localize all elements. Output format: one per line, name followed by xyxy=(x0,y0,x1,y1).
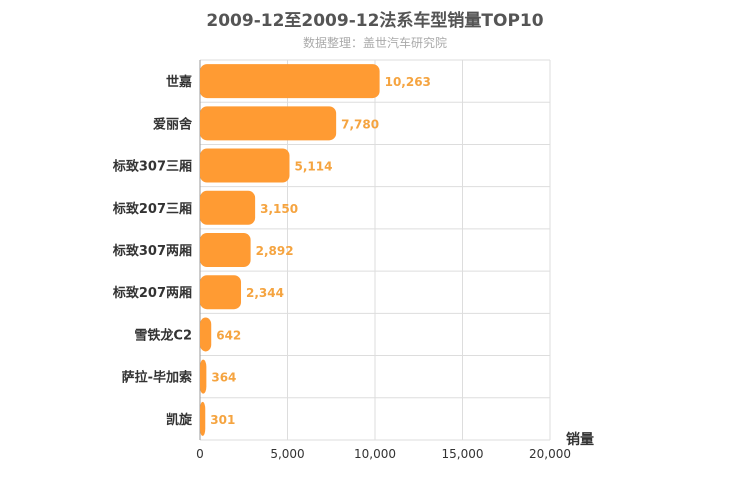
value-label: 10,263 xyxy=(385,75,431,89)
chart-subtitle: 数据整理：盖世汽车研究院 xyxy=(302,36,447,50)
value-label: 642 xyxy=(216,328,241,342)
bars xyxy=(200,64,380,436)
category-label: 标致207三厢 xyxy=(112,201,192,217)
x-tick-label: 5,000 xyxy=(270,447,304,461)
bar xyxy=(200,64,380,99)
value-label: 301 xyxy=(210,413,235,427)
bar xyxy=(200,401,206,436)
category-label: 标致307两厢 xyxy=(112,243,192,259)
x-tick-label: 20,000 xyxy=(529,447,571,461)
value-label: 3,150 xyxy=(260,202,298,216)
chart-title: 2009-12至2009-12法系车型销量TOP10 xyxy=(206,11,544,31)
value-label: 2,344 xyxy=(246,286,284,300)
bar xyxy=(200,275,242,310)
value-label: 2,892 xyxy=(256,244,294,258)
value-label: 364 xyxy=(211,371,236,385)
category-label: 凯旋 xyxy=(166,412,193,428)
x-tick-label: 15,000 xyxy=(442,447,484,461)
x-tick-label: 10,000 xyxy=(354,447,396,461)
category-label: 萨拉-毕加索 xyxy=(122,370,192,386)
x-axis-title: 销量 xyxy=(566,431,594,448)
bar xyxy=(200,190,256,225)
bar xyxy=(200,359,207,394)
category-label: 标致307三厢 xyxy=(112,159,192,175)
x-tick-label: 0 xyxy=(196,447,204,461)
bar xyxy=(200,106,337,141)
value-label: 7,780 xyxy=(341,117,379,131)
category-label: 爱丽舍 xyxy=(153,116,193,132)
bar xyxy=(200,233,251,267)
category-label: 雪铁龙C2 xyxy=(134,327,192,343)
category-label: 世嘉 xyxy=(166,74,192,90)
value-label: 5,114 xyxy=(294,160,332,174)
bar xyxy=(200,148,290,183)
bar xyxy=(200,317,212,352)
labels: 0 5,000 10,000 15,000 20,000 世嘉 10,263 爱丽舍 7,780… xyxy=(112,74,571,461)
grid-lines xyxy=(199,59,551,441)
category-label: 标致207两厢 xyxy=(112,285,192,301)
